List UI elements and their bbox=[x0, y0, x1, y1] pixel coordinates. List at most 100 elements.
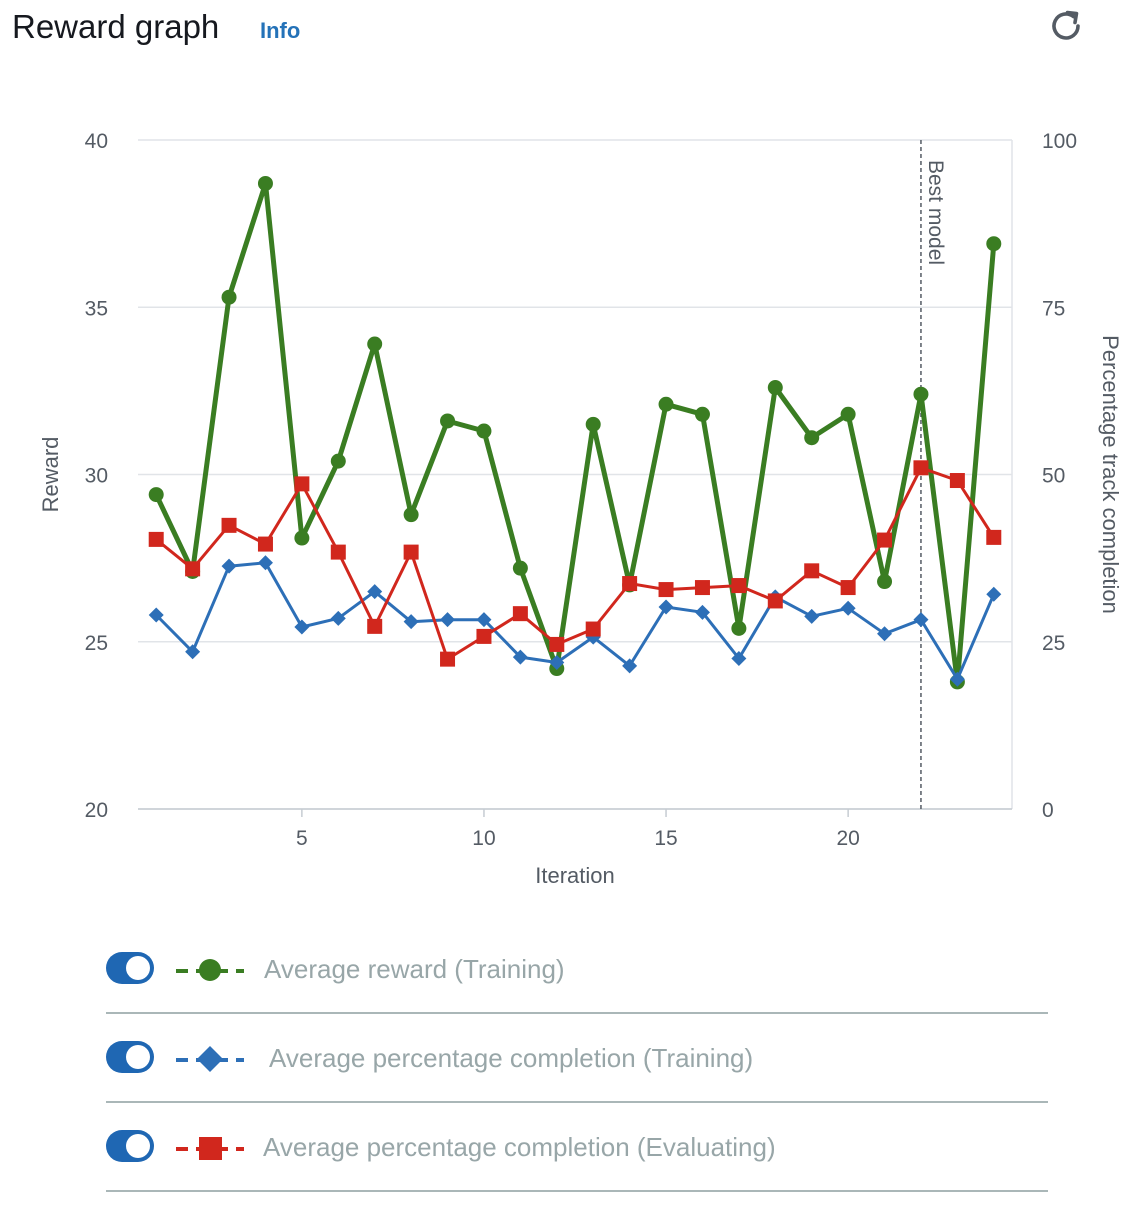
data-point-circle bbox=[804, 430, 820, 446]
y-axis-title-left: Reward bbox=[38, 437, 63, 513]
data-point-square bbox=[767, 593, 783, 609]
series-diamond bbox=[148, 555, 1002, 687]
data-point-square bbox=[585, 621, 601, 637]
series-circle bbox=[148, 175, 1002, 690]
series-line bbox=[153, 181, 997, 685]
data-point-circle bbox=[913, 386, 929, 402]
data-point-square bbox=[731, 578, 747, 594]
data-point-square bbox=[185, 561, 201, 577]
data-point-square bbox=[840, 580, 856, 596]
y-tick-label-right: 0 bbox=[1042, 799, 1054, 822]
legend-item-average-completion-training: Average percentage completion (Training) bbox=[106, 1014, 1048, 1103]
data-point-diamond bbox=[804, 608, 820, 624]
data-point-circle bbox=[731, 620, 747, 636]
data-point-diamond bbox=[367, 584, 383, 600]
toggle-knob bbox=[126, 956, 150, 980]
toggle-knob bbox=[126, 1045, 150, 1069]
axes: 20 25 30 35 40 0 25 50 75 100 5 10 15 20 Iteration Rewa… bbox=[38, 130, 1123, 888]
data-point-square bbox=[913, 460, 929, 476]
data-point-square bbox=[949, 473, 965, 489]
data-point-diamond bbox=[877, 626, 893, 642]
data-point-circle bbox=[440, 413, 456, 429]
data-point-diamond bbox=[986, 586, 1002, 602]
data-point-square bbox=[549, 636, 565, 652]
data-point-circle bbox=[148, 487, 164, 503]
data-point-square bbox=[476, 628, 492, 644]
legend: Average reward (Training) Average percen… bbox=[106, 925, 1048, 1192]
data-point-circle bbox=[877, 574, 893, 590]
series-line bbox=[155, 561, 996, 681]
data-point-circle bbox=[767, 380, 783, 396]
data-point-diamond bbox=[658, 599, 674, 615]
data-point-diamond bbox=[694, 604, 710, 620]
series-square bbox=[148, 460, 1002, 667]
toggle-average-completion-evaluating[interactable] bbox=[106, 1130, 154, 1162]
x-tick-label: 20 bbox=[836, 827, 859, 850]
data-point-square bbox=[148, 531, 164, 547]
data-point-diamond bbox=[840, 600, 856, 616]
data-point-square bbox=[440, 651, 456, 667]
y-tick-label-right: 75 bbox=[1042, 297, 1065, 320]
data-point-circle bbox=[403, 507, 419, 523]
data-point-square bbox=[694, 580, 710, 596]
data-point-square bbox=[804, 563, 820, 579]
data-point-circle bbox=[585, 416, 601, 432]
data-point-square bbox=[257, 536, 273, 552]
y-tick-label-left: 35 bbox=[85, 297, 108, 320]
red-square-line-icon bbox=[176, 1137, 244, 1160]
y-tick-label-left: 30 bbox=[85, 465, 108, 488]
data-point-diamond bbox=[949, 671, 965, 687]
data-point-square bbox=[330, 544, 346, 560]
data-point-circle bbox=[512, 560, 528, 576]
legend-label: Average percentage completion (Evaluatin… bbox=[263, 1132, 776, 1162]
legend-label: Average reward (Training) bbox=[264, 954, 565, 984]
data-point-diamond bbox=[257, 555, 273, 571]
best-model-label: Best model bbox=[924, 160, 947, 265]
refresh-icon[interactable] bbox=[1048, 8, 1084, 44]
data-point-square bbox=[294, 476, 310, 492]
reward-chart: 20 25 30 35 40 0 25 50 75 100 5 10 15 20 Iteration Rewa… bbox=[38, 130, 1123, 888]
toggle-average-reward-training[interactable] bbox=[106, 952, 154, 984]
toggle-knob bbox=[126, 1134, 150, 1158]
data-point-square bbox=[877, 532, 893, 548]
data-point-diamond bbox=[512, 649, 528, 665]
data-point-diamond bbox=[622, 658, 638, 674]
x-axis-title: Iteration bbox=[535, 863, 615, 888]
data-point-circle bbox=[476, 423, 492, 439]
data-point-circle bbox=[694, 406, 710, 422]
data-point-diamond bbox=[440, 612, 456, 628]
data-point-square bbox=[403, 544, 419, 560]
data-point-diamond bbox=[221, 558, 237, 574]
data-point-circle bbox=[257, 175, 273, 191]
y-tick-label-left: 20 bbox=[85, 799, 108, 822]
y-axis-title-right: Percentage track completion bbox=[1098, 335, 1123, 614]
data-point-square bbox=[512, 606, 528, 622]
data-point-diamond bbox=[476, 612, 492, 628]
x-tick-label: 5 bbox=[296, 827, 308, 850]
page-title: Reward graph bbox=[12, 8, 220, 45]
data-point-diamond bbox=[913, 612, 929, 628]
data-point-diamond bbox=[148, 607, 164, 623]
y-tick-label-right: 50 bbox=[1042, 465, 1065, 488]
blue-diamond-line-icon bbox=[176, 1046, 244, 1072]
legend-item-average-reward-training: Average reward (Training) bbox=[106, 925, 1048, 1014]
data-point-circle bbox=[330, 453, 346, 469]
y-tick-label-left: 25 bbox=[85, 632, 108, 655]
data-point-square bbox=[658, 582, 674, 598]
y-tick-label-right: 25 bbox=[1042, 632, 1065, 655]
data-point-diamond bbox=[330, 610, 346, 626]
header: Reward graph Info bbox=[12, 4, 1122, 54]
data-point-circle bbox=[367, 336, 383, 352]
toggle-average-completion-training[interactable] bbox=[106, 1041, 154, 1073]
data-point-diamond bbox=[549, 654, 565, 670]
data-point-circle bbox=[294, 530, 310, 546]
data-point-circle bbox=[840, 406, 856, 422]
data-point-square bbox=[986, 529, 1002, 545]
info-link[interactable]: Info bbox=[260, 18, 301, 43]
data-point-square bbox=[367, 618, 383, 634]
series-line bbox=[155, 466, 996, 661]
data-point-circle bbox=[221, 289, 237, 305]
data-series bbox=[148, 175, 1002, 690]
best-model-annotation: Best model bbox=[920, 140, 947, 809]
data-point-circle bbox=[986, 236, 1002, 252]
